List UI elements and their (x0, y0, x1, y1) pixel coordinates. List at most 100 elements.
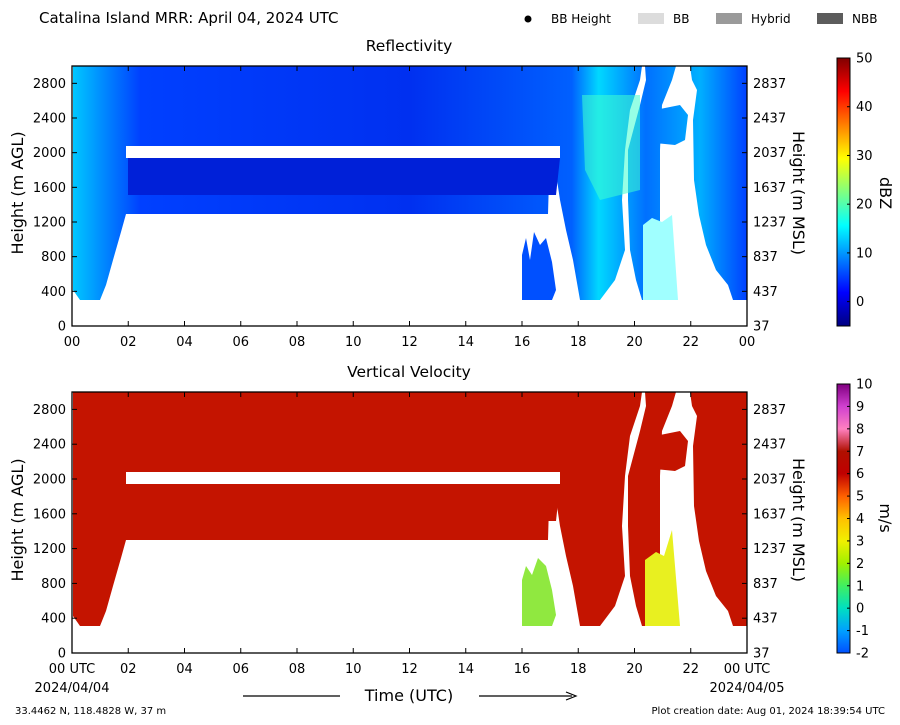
velocity-fall-streaks (645, 530, 680, 626)
start-date: 2024/04/04 (35, 681, 110, 696)
y-tick-label: 2800 (33, 403, 66, 418)
colorbar-tick-label: 40 (856, 100, 873, 115)
x-tick-label: 20 (626, 662, 643, 677)
y-tick-label: 1600 (33, 507, 66, 522)
y-right-tick-label: 2437 (753, 438, 786, 453)
reflectivity-panel: Reflectivity 00 02 04 06 08 10 12 14 16 18 20 22 000… (8, 37, 895, 350)
y-tick-label: 2400 (33, 438, 66, 453)
colorbar-tick-label: 7 (856, 445, 864, 460)
y-right-tick-label: 1237 (753, 216, 786, 231)
y-right-tick-label: 437 (753, 612, 778, 627)
legend-nbb: NBB (852, 12, 877, 26)
y-tick-label: 2400 (33, 112, 66, 127)
y-right-tick-label: 837 (753, 250, 778, 265)
x-tick-label: 14 (457, 335, 474, 350)
colorbar-tick-label: 0 (856, 295, 864, 310)
colorbar-tick-label: 1 (856, 579, 864, 594)
reflectivity-isolated-cells (522, 232, 556, 300)
end-date: 2024/04/05 (710, 681, 785, 696)
colorbar-tick-label: 5 (856, 490, 864, 505)
y-tick-label: 1200 (33, 542, 66, 557)
time-arrow-head (565, 691, 578, 701)
bb-swatch (638, 13, 664, 24)
x-tick-label: 02 (120, 335, 137, 350)
plot-creation-date: Plot creation date: Aug 01, 2024 18:39:5… (652, 706, 885, 717)
y-tick-label: 800 (41, 250, 66, 265)
velocity-ylabel-right: Height (m MSL) (789, 458, 808, 582)
x-tick-label: 04 (176, 662, 193, 677)
y-right-tick-label: 837 (753, 577, 778, 592)
velocity-gap-mask (126, 472, 560, 484)
colorbar-tick-label: 6 (856, 467, 864, 482)
reflectivity-shaft-bright (643, 215, 678, 300)
y-right-tick-label: 437 (753, 285, 778, 300)
x-tick-label: 08 (289, 335, 306, 350)
x-tick-label: 06 (232, 662, 249, 677)
y-tick-label: 0 (58, 647, 66, 662)
reflectivity-convective-core (582, 95, 640, 200)
y-tick-label: 400 (41, 612, 66, 627)
reflectivity-mid-band (128, 158, 560, 195)
figure-title: Catalina Island MRR: April 04, 2024 UTC (39, 9, 338, 27)
y-right-tick-label: 2437 (753, 112, 786, 127)
x-tick-label: 00 (739, 335, 756, 350)
reflectivity-colorbar-ticks: 0 10 20 30 40 50 (847, 52, 873, 310)
reflectivity-ylabel-right: Height (m MSL) (789, 131, 808, 255)
velocity-title: Vertical Velocity (347, 363, 471, 381)
velocity-ylabel: Height (m AGL) (8, 458, 27, 581)
y-tick-label: 2800 (33, 77, 66, 92)
time-axis-label: Time (UTC) (364, 686, 453, 705)
y-tick-label: 0 (58, 320, 66, 335)
x-tick-label: 00 UTC (724, 662, 770, 677)
y-right-tick-label: 2037 (753, 473, 786, 488)
colorbar-tick-label: 20 (856, 198, 873, 213)
y-right-tick-label: 1637 (753, 507, 786, 522)
velocity-mid-band (128, 484, 560, 521)
y-tick-label: 800 (41, 577, 66, 592)
colorbar-tick-label: 0 (856, 602, 864, 617)
x-tick-label: 16 (514, 335, 531, 350)
y-right-tick-label: 1237 (753, 542, 786, 557)
x-tick-label: 08 (289, 662, 306, 677)
colorbar-tick-label: -1 (856, 624, 869, 639)
colorbar-tick-label: -2 (856, 647, 869, 662)
y-tick-label: 400 (41, 285, 66, 300)
velocity-low-cells (522, 558, 556, 626)
bb-height-marker (524, 15, 532, 23)
y-right-tick-label: 2837 (753, 403, 786, 418)
colorbar-tick-label: 10 (856, 378, 873, 393)
colorbar-tick-label: 9 (856, 400, 864, 415)
x-tick-label: 22 (682, 662, 699, 677)
nbb-swatch (817, 13, 843, 24)
colorbar-tick-label: 30 (856, 149, 873, 164)
colorbar-tick-label: 8 (856, 422, 864, 437)
y-right-tick-label: 2037 (753, 146, 786, 161)
colorbar-tick-label: 4 (856, 512, 864, 527)
x-tick-label: 18 (570, 662, 587, 677)
reflectivity-title: Reflectivity (366, 37, 453, 55)
y-tick-label: 2000 (33, 146, 66, 161)
velocity-field (73, 392, 747, 626)
reflectivity-colorbar-label: dBZ (876, 177, 895, 209)
y-tick-label: 1200 (33, 216, 66, 231)
velocity-panel: Vertical Velocity 00 UTC 02 04 06 08 10 12 14 16… (8, 363, 895, 677)
x-tick-label: 02 (120, 662, 137, 677)
legend-bb: BB (673, 12, 689, 26)
x-tick-label: 00 (64, 335, 81, 350)
reflectivity-colorbar (836, 57, 851, 327)
y-tick-label: 2000 (33, 473, 66, 488)
x-tick-label: 14 (457, 662, 474, 677)
x-tick-label: 20 (626, 335, 643, 350)
y-right-tick-label: 2837 (753, 77, 786, 92)
x-tick-label: 12 (401, 335, 418, 350)
colorbar-tick-label: 50 (856, 52, 873, 67)
y-right-tick-label: 37 (753, 647, 770, 662)
station-coordinates: 33.4462 N, 118.4828 W, 37 m (15, 706, 166, 717)
x-tick-label: 12 (401, 662, 418, 677)
x-tick-label: 04 (176, 335, 193, 350)
velocity-colorbar-label: m/s (876, 503, 895, 532)
x-tick-label: 10 (345, 662, 362, 677)
